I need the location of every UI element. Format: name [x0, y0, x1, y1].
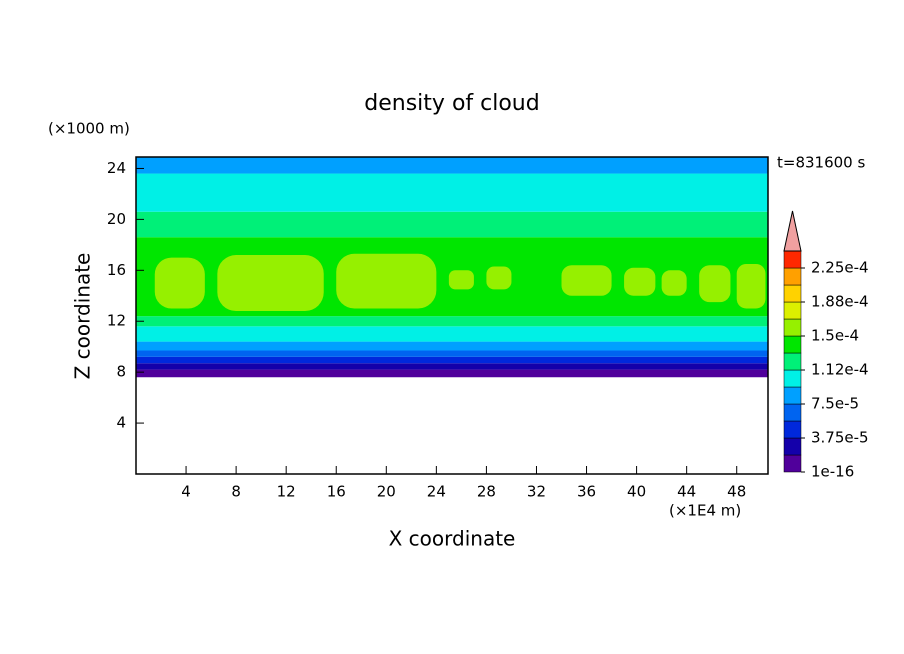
x-tick-label: 4	[181, 483, 191, 501]
contour-band	[136, 369, 768, 378]
x-tick-label: 40	[627, 483, 646, 501]
contour-patch	[699, 265, 731, 303]
x-tick-label: 36	[577, 483, 596, 501]
colorbar-label: 1e-16	[811, 463, 854, 481]
colorbar-cell	[783, 369, 802, 388]
colorbar-cell	[783, 301, 802, 320]
chart-title: density of cloud	[364, 91, 539, 116]
y-tick-label: 12	[107, 312, 126, 330]
colorbar-cell	[783, 420, 802, 439]
x-tick-label: 12	[277, 483, 296, 501]
x-tick-label: 48	[727, 483, 746, 501]
contour-patch	[217, 255, 324, 312]
colorbar-label: 7.5e-5	[811, 395, 859, 413]
colorbar-cell	[783, 386, 802, 405]
x-unit: (×1E4 m)	[669, 502, 741, 520]
contour-band	[136, 363, 768, 370]
x-tick-label: 44	[677, 483, 696, 501]
x-tick-label: 24	[427, 483, 446, 501]
colorbar-label: 2.25e-4	[811, 259, 869, 277]
contour-patch	[736, 263, 766, 309]
y-tick-label: 24	[107, 159, 126, 177]
colorbar-cell	[783, 403, 802, 422]
colorbar-label: 3.75e-5	[811, 429, 869, 447]
colorbar-cell	[783, 454, 802, 473]
colorbar-cell	[783, 352, 802, 371]
x-tick-label: 32	[527, 483, 546, 501]
contour-patch	[661, 270, 687, 296]
time-label: t=831600 s	[777, 154, 865, 172]
contour-patch	[624, 267, 656, 296]
colorbar-label: 1.12e-4	[811, 361, 869, 379]
y-tick-label: 4	[116, 414, 126, 432]
contour-band	[136, 326, 768, 342]
x-axis-label: X coordinate	[389, 527, 516, 551]
contour-band	[136, 316, 768, 327]
contour-band	[136, 341, 768, 351]
colorbar-cell	[783, 318, 802, 337]
y-unit: (×1000 m)	[48, 120, 130, 138]
contour-band	[136, 157, 768, 174]
colorbar-cell	[783, 250, 802, 269]
contour-band	[136, 356, 768, 364]
plot-frame	[135, 156, 769, 475]
colorbar-label: 1.5e-4	[811, 327, 859, 345]
colorbar-cell	[783, 284, 802, 303]
colorbar-cell	[783, 335, 802, 354]
y-tick-label: 16	[107, 261, 126, 279]
contour-band	[136, 211, 768, 238]
y-tick-label: 20	[107, 210, 126, 228]
contour-band	[136, 350, 768, 357]
y-tick-label: 8	[116, 363, 126, 381]
colorbar-extend	[783, 210, 802, 252]
contour-band	[136, 173, 768, 212]
x-tick-label: 20	[377, 483, 396, 501]
colorbar-cell	[783, 267, 802, 286]
x-tick-label: 28	[477, 483, 496, 501]
x-tick-label: 8	[231, 483, 241, 501]
colorbar-label: 1.88e-4	[811, 293, 869, 311]
contour-patch	[336, 253, 437, 309]
contour-patch	[448, 270, 474, 290]
contour-patch	[561, 265, 612, 296]
contour-patch	[486, 266, 512, 290]
x-tick-label: 16	[327, 483, 346, 501]
contour-patch	[154, 257, 205, 309]
colorbar-cell	[783, 437, 802, 456]
y-axis-label: Z coordinate	[71, 253, 95, 380]
